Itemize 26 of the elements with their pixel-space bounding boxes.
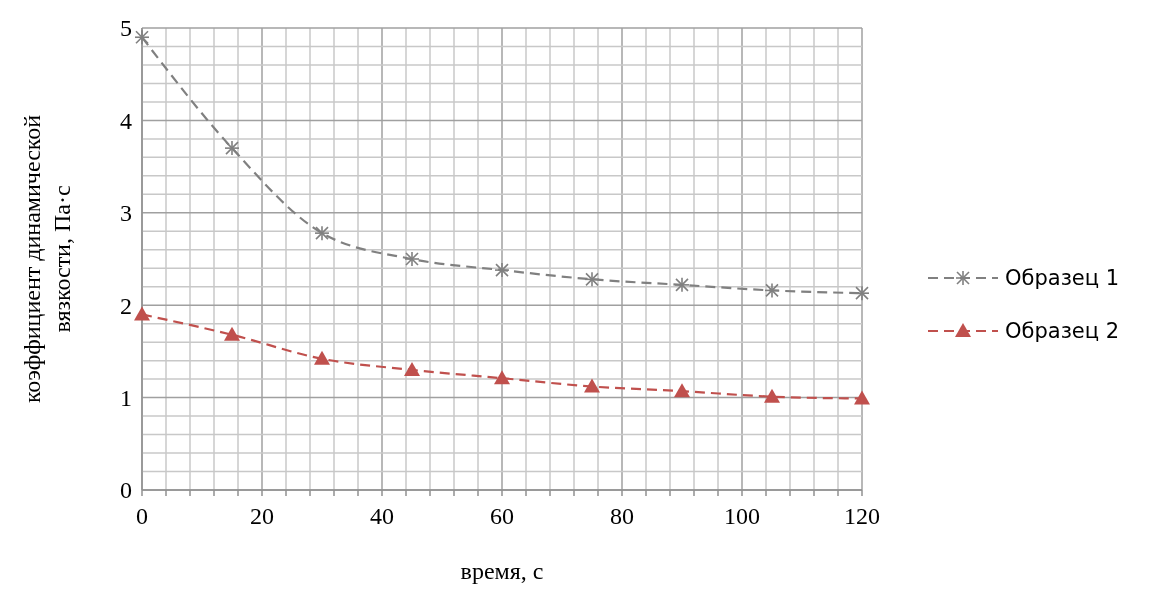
y-tick-label: 4: [120, 107, 132, 134]
x-tick-label: 0: [136, 503, 148, 529]
y-tick-label: 5: [120, 15, 132, 42]
point: [224, 326, 240, 341]
y-tick-label: 2: [120, 292, 132, 319]
point: [314, 350, 330, 365]
point: [764, 388, 780, 403]
point: [854, 390, 870, 405]
x-tick-label: 120: [844, 503, 880, 529]
point: [404, 361, 420, 376]
y-tick-label: 3: [120, 200, 132, 227]
point: [674, 383, 690, 398]
point: [584, 378, 600, 393]
x-tick-label: 40: [370, 503, 394, 529]
y-axis-title: коэффициент динамической вязкости, Па·с: [19, 114, 75, 404]
point: [134, 306, 150, 321]
x-tick-label: 60: [490, 503, 514, 529]
legend-label: Образец 2: [1005, 319, 1120, 344]
y-tick-label: 1: [120, 385, 132, 411]
point: [494, 370, 510, 385]
legend-label: Образец 1: [1005, 266, 1120, 291]
x-tick-label: 100: [724, 503, 760, 529]
x-tick-label: 80: [610, 503, 634, 529]
y-tick-label: 0: [120, 477, 132, 504]
x-axis-title: время, с: [460, 558, 544, 584]
x-tick-label: 20: [250, 503, 274, 529]
